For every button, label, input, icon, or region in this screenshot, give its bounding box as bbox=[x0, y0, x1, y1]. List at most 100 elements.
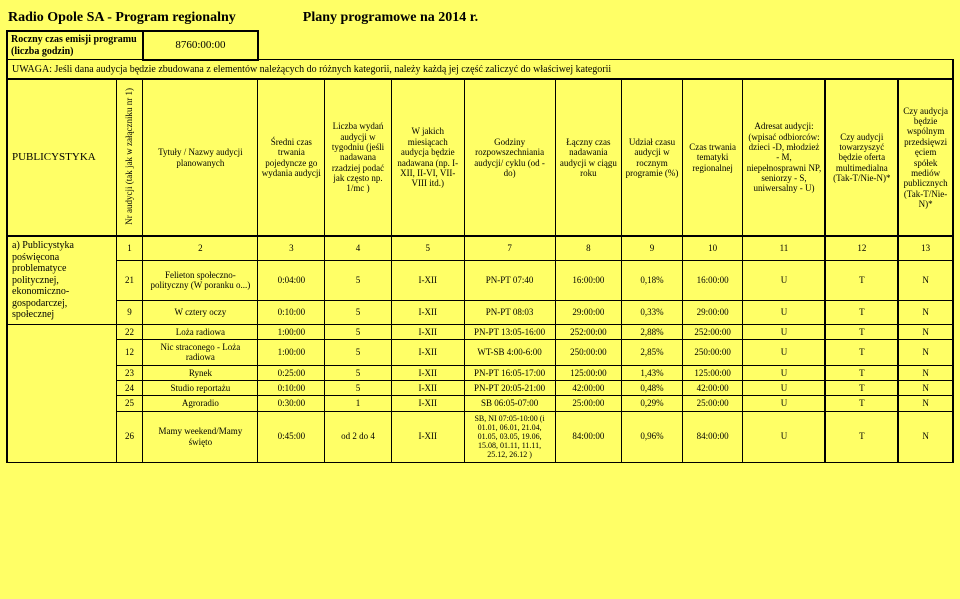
group-label: a) Publicystyka poświęcona problematyce … bbox=[7, 236, 116, 324]
cell-c5: I-XII bbox=[391, 380, 464, 395]
cell-c3: 0:04:00 bbox=[258, 261, 325, 301]
cell-c2: Agroradio bbox=[143, 396, 258, 411]
cell-c5: I-XII bbox=[391, 261, 464, 301]
cell-c3: 0:10:00 bbox=[258, 380, 325, 395]
cell-c3: 1:00:00 bbox=[258, 339, 325, 365]
cell-c6: PN-PT 07:40 bbox=[464, 261, 555, 301]
cell-c12: N bbox=[898, 324, 953, 339]
num-10: 10 bbox=[682, 236, 743, 261]
cell-c1: 9 bbox=[116, 300, 143, 324]
cell-c1: 12 bbox=[116, 339, 143, 365]
cell-c1: 23 bbox=[116, 365, 143, 380]
cell-c3: 1:00:00 bbox=[258, 324, 325, 339]
cell-c5: I-XII bbox=[391, 300, 464, 324]
cell-c7: 16:00:00 bbox=[555, 261, 622, 301]
cell-c2: Mamy weekend/Mamy święto bbox=[143, 411, 258, 462]
cell-c11: T bbox=[825, 339, 898, 365]
cell-c7: 42:00:00 bbox=[555, 380, 622, 395]
cell-c10: U bbox=[743, 411, 825, 462]
cell-c7: 29:00:00 bbox=[555, 300, 622, 324]
cell-c9: 42:00:00 bbox=[682, 380, 743, 395]
table-row: 24 Studio reportażu 0:10:00 5 I-XII PN-P… bbox=[7, 380, 953, 395]
col-hdr-1: Nr audycji (tak jak w załączniku nr 1) bbox=[116, 79, 143, 236]
cell-c11: T bbox=[825, 261, 898, 301]
cell-c11: T bbox=[825, 411, 898, 462]
cell-c4: 5 bbox=[325, 365, 392, 380]
group-label-cont bbox=[7, 324, 116, 339]
cell-c2: Rynek bbox=[143, 365, 258, 380]
cell-c1: 21 bbox=[116, 261, 143, 301]
cell-c4: 5 bbox=[325, 339, 392, 365]
cell-c9: 29:00:00 bbox=[682, 300, 743, 324]
cell-c6: PN-PT 08:03 bbox=[464, 300, 555, 324]
group-label-cont bbox=[7, 339, 116, 365]
cell-c4: od 2 do 4 bbox=[325, 411, 392, 462]
group-label-cont bbox=[7, 411, 116, 462]
cell-c10: U bbox=[743, 396, 825, 411]
table-row: 26 Mamy weekend/Mamy święto 0:45:00 od 2… bbox=[7, 411, 953, 462]
annual-value: 8760:00:00 bbox=[143, 31, 258, 60]
col-hdr-4: Liczba wydań audycji w tygodniu (jeśli n… bbox=[325, 79, 392, 236]
cell-c11: T bbox=[825, 300, 898, 324]
num-8: 8 bbox=[555, 236, 622, 261]
cell-c5: I-XII bbox=[391, 411, 464, 462]
num-11: 11 bbox=[743, 236, 825, 261]
cell-c6: PN-PT 13:05-16:00 bbox=[464, 324, 555, 339]
col-hdr-10: Adresat audycji: (wpisać odbiorców: dzie… bbox=[743, 79, 825, 236]
cell-c11: T bbox=[825, 396, 898, 411]
col-hdr-5: W jakich miesiącach audycja będzie nadaw… bbox=[391, 79, 464, 236]
cell-c4: 1 bbox=[325, 396, 392, 411]
cell-c8: 0,18% bbox=[622, 261, 683, 301]
cell-c10: U bbox=[743, 365, 825, 380]
cell-c12: N bbox=[898, 411, 953, 462]
num-7: 7 bbox=[464, 236, 555, 261]
cell-c12: N bbox=[898, 365, 953, 380]
section-label: PUBLICYSTYKA bbox=[7, 79, 116, 236]
cell-c8: 2,85% bbox=[622, 339, 683, 365]
number-row: a) Publicystyka poświęcona problematyce … bbox=[7, 236, 953, 261]
cell-c1: 26 bbox=[116, 411, 143, 462]
cell-c6: PN-PT 20:05-21:00 bbox=[464, 380, 555, 395]
cell-c7: 250:00:00 bbox=[555, 339, 622, 365]
cell-c4: 5 bbox=[325, 380, 392, 395]
table-row: 22 Loża radiowa 1:00:00 5 I-XII PN-PT 13… bbox=[7, 324, 953, 339]
cell-c6: PN-PT 16:05-17:00 bbox=[464, 365, 555, 380]
group-label-cont bbox=[7, 365, 116, 380]
group-label-cont bbox=[7, 396, 116, 411]
col-hdr-7: Łączny czas nadawania audycji w ciągu ro… bbox=[555, 79, 622, 236]
cell-c3: 0:10:00 bbox=[258, 300, 325, 324]
cell-c2: Felieton społeczno-polityczny (W poranku… bbox=[143, 261, 258, 301]
cell-c9: 252:00:00 bbox=[682, 324, 743, 339]
cell-c5: I-XII bbox=[391, 324, 464, 339]
cell-c10: U bbox=[743, 261, 825, 301]
num-9: 9 bbox=[622, 236, 683, 261]
blank-cell bbox=[258, 31, 953, 60]
col-hdr-11: Czy audycji towarzyszyć będzie oferta mu… bbox=[825, 79, 898, 236]
table-row: 9 W cztery oczy 0:10:00 5 I-XII PN-PT 08… bbox=[7, 300, 953, 324]
cell-c1: 22 bbox=[116, 324, 143, 339]
col-hdr-6: Godziny rozpowszechniania audycji/ cyklu… bbox=[464, 79, 555, 236]
cell-c6: WT-SB 4:00-6:00 bbox=[464, 339, 555, 365]
col-hdr-8: Udział czasu audycji w rocznym programie… bbox=[622, 79, 683, 236]
num-5: 5 bbox=[391, 236, 464, 261]
table-row: 12 Nic straconego - Loża radiowa 1:00:00… bbox=[7, 339, 953, 365]
title-right: Plany programowe na 2014 r. bbox=[303, 10, 478, 25]
cell-c8: 0,29% bbox=[622, 396, 683, 411]
cell-c8: 0,48% bbox=[622, 380, 683, 395]
cell-c4: 5 bbox=[325, 300, 392, 324]
cell-c5: I-XII bbox=[391, 396, 464, 411]
cell-c8: 0,33% bbox=[622, 300, 683, 324]
cell-c10: U bbox=[743, 380, 825, 395]
cell-c6: SB 06:05-07:00 bbox=[464, 396, 555, 411]
cell-c2: Studio reportażu bbox=[143, 380, 258, 395]
table-row: 21 Felieton społeczno-polityczny (W pora… bbox=[7, 261, 953, 301]
cell-c12: N bbox=[898, 261, 953, 301]
cell-c3: 0:25:00 bbox=[258, 365, 325, 380]
num-12: 12 bbox=[825, 236, 898, 261]
annual-row: Roczny czas emisji programu (liczba godz… bbox=[7, 31, 953, 60]
col-hdr-9: Czas trwania tematyki regionalnej bbox=[682, 79, 743, 236]
col-hdr-3: Średni czas trwania pojedyncze go wydani… bbox=[258, 79, 325, 236]
cell-c4: 5 bbox=[325, 324, 392, 339]
cell-c1: 25 bbox=[116, 396, 143, 411]
header-row: PUBLICYSTYKA Nr audycji (tak jak w załąc… bbox=[7, 79, 953, 236]
